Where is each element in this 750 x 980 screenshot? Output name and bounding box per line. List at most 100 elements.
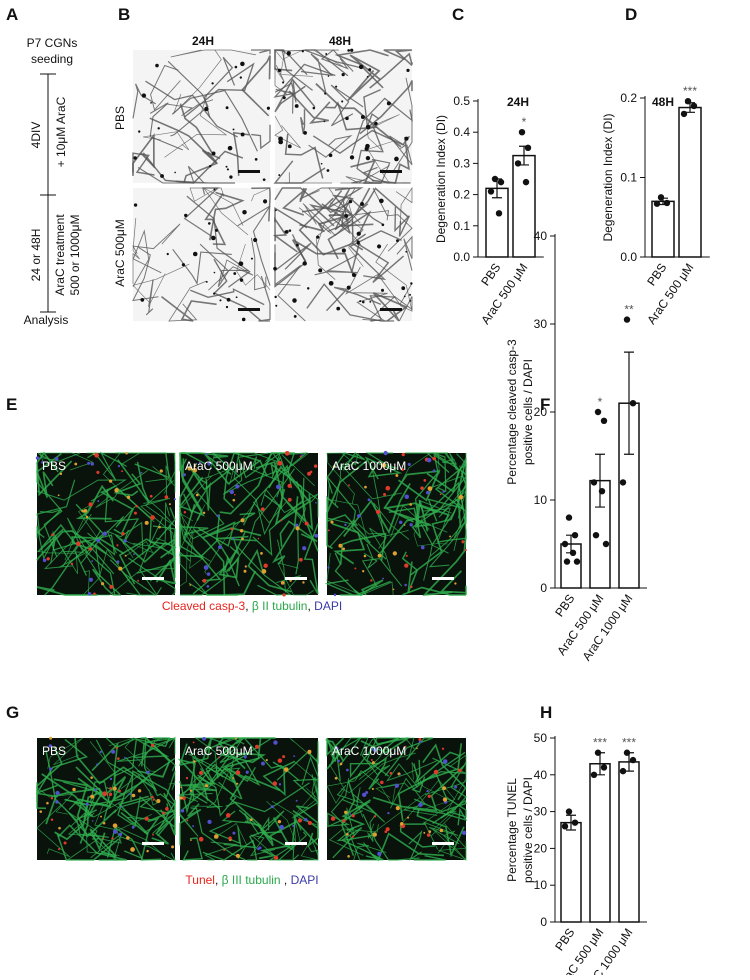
data-point [590, 771, 598, 778]
cell-dot [115, 746, 118, 749]
y-tick-label: 0.1 [620, 171, 637, 185]
cell-dot [202, 737, 206, 741]
timeline-label: 500 or 1000μM [68, 215, 82, 296]
neurite [140, 737, 171, 767]
chart-title: 24H [507, 95, 529, 109]
scale-bar [285, 577, 307, 580]
cell-dot [333, 593, 337, 597]
bar [651, 200, 675, 258]
neurite [392, 77, 413, 172]
column-label: 48H [329, 34, 351, 48]
neurite [306, 283, 395, 322]
cell-dot [74, 462, 78, 466]
cell-dot [351, 272, 357, 278]
neurite [204, 841, 238, 861]
y-tick-label: 30 [534, 805, 548, 819]
cell-dot [234, 65, 238, 69]
cell-dot [399, 773, 402, 776]
cell-dot [173, 498, 176, 501]
neurite [273, 160, 326, 184]
data-point [518, 129, 526, 136]
x-tick-label: PBS [552, 926, 577, 954]
neurite [334, 463, 402, 506]
neurite [132, 537, 176, 555]
neurite [262, 760, 295, 797]
neurite [383, 470, 441, 510]
cell-dot [240, 61, 245, 67]
cell-dot [137, 789, 142, 793]
neurite [168, 799, 176, 836]
y-axis-label: Degeneration Index (DI) [434, 115, 448, 243]
cell-dot [344, 214, 349, 218]
cell-dot [360, 115, 365, 119]
y-tick-label: 20 [534, 841, 548, 855]
neurite [221, 753, 248, 800]
cell-dot [449, 535, 451, 538]
neurite [341, 799, 377, 842]
cell-dot [81, 509, 84, 513]
timeline-label: seeding [31, 52, 73, 66]
y-tick-label: 0.3 [453, 156, 470, 170]
data-point [514, 160, 522, 167]
data-point [690, 102, 698, 110]
bar [589, 763, 611, 923]
neurite [413, 516, 448, 547]
scale-bar [142, 577, 164, 580]
cell-dot [159, 469, 163, 473]
cell-dot [318, 268, 323, 273]
data-point [569, 549, 577, 556]
neurite [453, 520, 467, 551]
neurite [168, 736, 176, 755]
cell-dot [180, 786, 182, 789]
y-tick-label: 50 [534, 731, 548, 745]
timeline-label: 24 or 48H [29, 229, 43, 282]
neurite [95, 470, 148, 508]
neurite [39, 452, 94, 471]
neurite [325, 101, 377, 131]
cell-dot [320, 162, 323, 165]
cell-dot [225, 106, 229, 110]
cell-dot [218, 545, 222, 550]
error-bar [624, 351, 634, 455]
cell-dot [371, 761, 375, 765]
data-point [623, 316, 631, 323]
y-axis-label: positive cells / DAPI [521, 359, 535, 465]
cell-dot [63, 841, 67, 845]
cell-dot [198, 836, 204, 842]
cell-dot [189, 584, 192, 586]
neurite [315, 83, 402, 148]
cell-dot [347, 855, 350, 858]
neurite [418, 499, 452, 543]
neurite [171, 89, 258, 152]
cell-dot [394, 783, 400, 788]
neurite [326, 187, 364, 210]
neurite [194, 737, 235, 779]
neurite [330, 84, 364, 127]
cell-dot [406, 816, 410, 819]
cell-dot [381, 223, 385, 227]
neurite [179, 513, 204, 569]
neurite [357, 465, 384, 535]
neurite [320, 49, 354, 72]
cell-dot [294, 104, 299, 108]
cell-dot [338, 543, 343, 548]
cell-dot [403, 524, 406, 526]
cell-dot [85, 802, 89, 806]
cell-dot [108, 792, 113, 797]
neurite [326, 483, 359, 548]
neurite [37, 452, 81, 462]
bar [618, 761, 640, 923]
cell-dot [354, 567, 357, 570]
neurite [182, 837, 203, 861]
cell-dot [389, 771, 393, 775]
neurite [350, 159, 382, 184]
cell-dot [144, 816, 149, 821]
cell-dot [361, 792, 367, 798]
neurite [179, 780, 195, 814]
cell-dot [205, 453, 208, 456]
cell-dot [404, 494, 410, 499]
neurite [274, 115, 301, 149]
cell-dot [314, 533, 319, 538]
neurite [36, 466, 63, 558]
cell-dot [282, 755, 286, 759]
